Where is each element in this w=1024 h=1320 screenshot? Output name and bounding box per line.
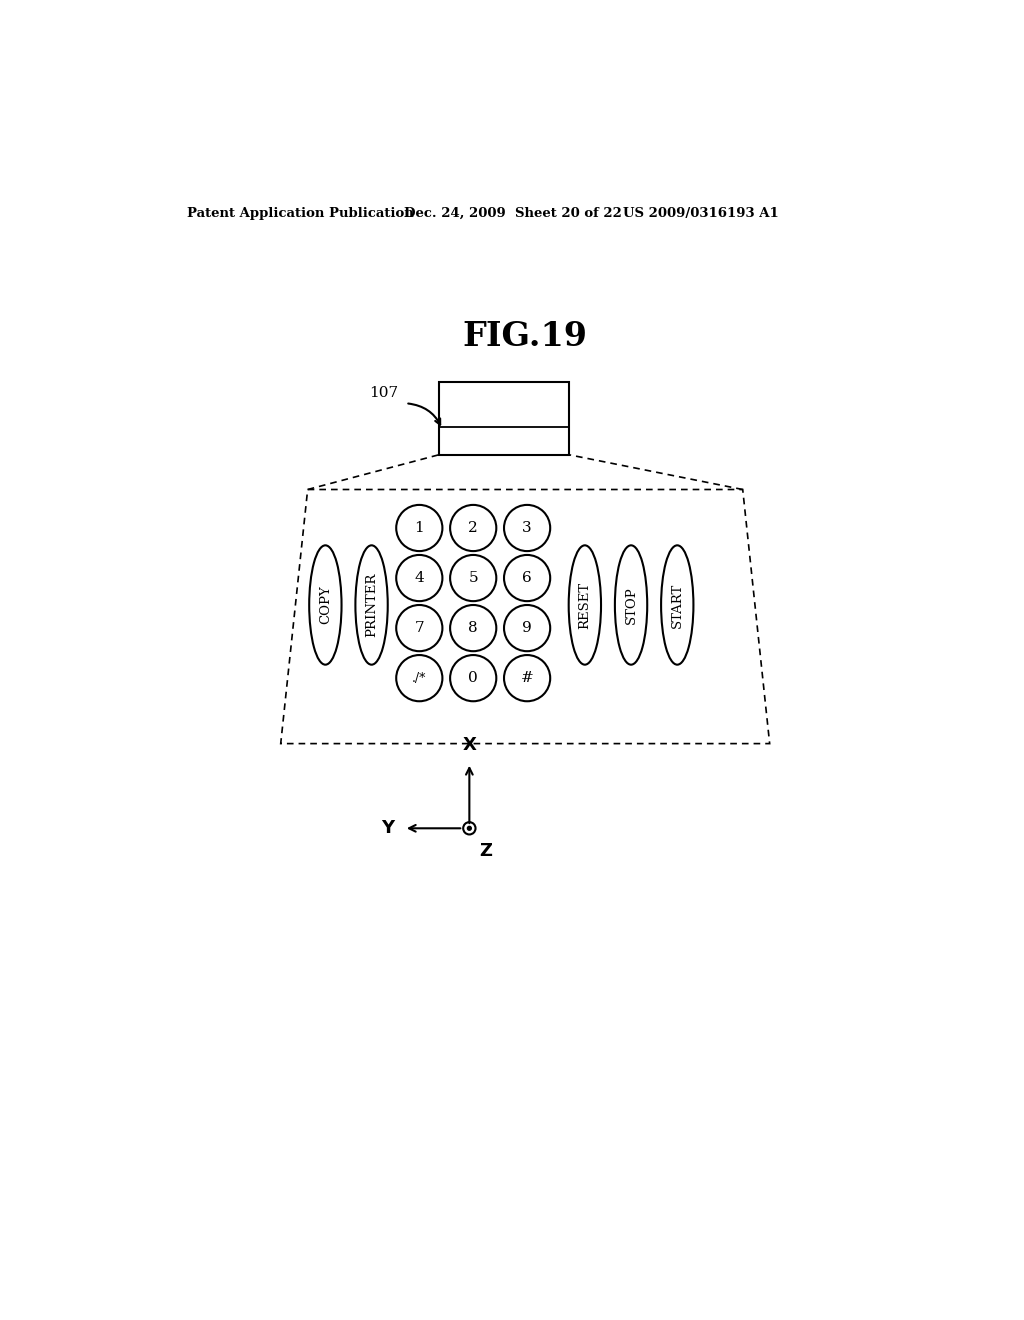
Text: Z: Z	[479, 842, 493, 861]
Text: 0: 0	[468, 671, 478, 685]
Text: 3: 3	[522, 521, 531, 535]
Text: 7: 7	[415, 622, 424, 635]
Text: 107: 107	[370, 387, 398, 400]
Bar	[438, 381, 569, 455]
Text: US 2009/0316193 A1: US 2009/0316193 A1	[624, 207, 779, 220]
Text: ./*: ./*	[412, 672, 427, 685]
Text: Patent Application Publication: Patent Application Publication	[186, 207, 414, 220]
Text: #: #	[521, 671, 534, 685]
Circle shape	[467, 826, 471, 830]
Text: 5: 5	[468, 572, 478, 585]
Text: Y: Y	[382, 820, 394, 837]
Text: FIG.19: FIG.19	[462, 321, 588, 354]
Text: 4: 4	[415, 572, 424, 585]
Text: COPY: COPY	[318, 586, 332, 624]
Text: 9: 9	[522, 622, 532, 635]
Text: START: START	[671, 582, 684, 627]
Text: X: X	[463, 735, 476, 754]
Text: Dec. 24, 2009  Sheet 20 of 22: Dec. 24, 2009 Sheet 20 of 22	[403, 207, 622, 220]
Text: 6: 6	[522, 572, 532, 585]
Text: 8: 8	[468, 622, 478, 635]
Text: 2: 2	[468, 521, 478, 535]
Text: RESET: RESET	[579, 581, 592, 628]
Text: PRINTER: PRINTER	[366, 573, 378, 638]
Text: STOP: STOP	[625, 586, 638, 624]
Text: 1: 1	[415, 521, 424, 535]
